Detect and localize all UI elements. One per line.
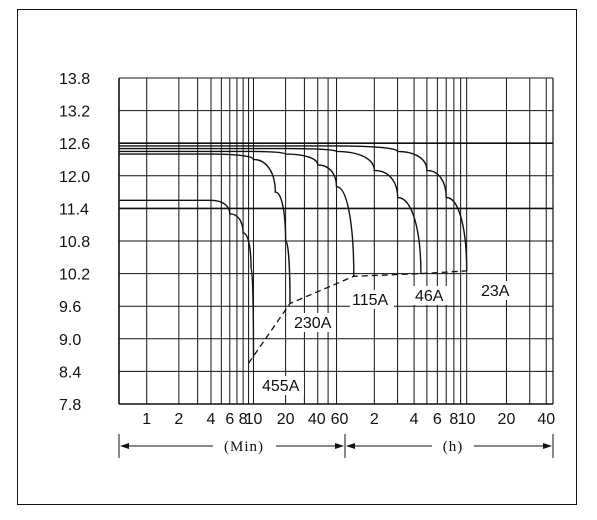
curve-label-bg: [350, 290, 394, 309]
x-tick-label-h: 2: [370, 411, 379, 428]
curve-label-115A: 115A: [352, 292, 389, 309]
curve-label-46A: 46A: [415, 288, 444, 305]
arrow-head: [543, 443, 552, 449]
chart-grid: [118, 77, 554, 405]
curve-46A: [119, 147, 422, 274]
curve-label-bg: [292, 313, 336, 332]
discharge-curves: [118, 145, 468, 364]
y-tick-label: 12.0: [59, 169, 90, 186]
y-tick-label: 10.2: [59, 267, 90, 284]
x-tick-label-h: 8: [449, 411, 458, 428]
x-tick-label-h: 10: [458, 411, 476, 428]
x-tick-label-min: 2: [174, 411, 183, 428]
curve-230A: [119, 153, 291, 304]
x-tick-label-min: 6: [225, 411, 234, 428]
curve-label-bg: [479, 281, 513, 300]
x-tick-label-h: 4: [410, 411, 419, 428]
x-tick-labels: 1 2 4 6 810 20 40 60 2 4 6 8 10 20 40: [142, 411, 555, 428]
chart-frame: [17, 9, 577, 505]
unit-label-h: (h): [443, 439, 464, 455]
x-tick-label-min: 1: [142, 411, 151, 428]
x-tick-label-h: 20: [498, 411, 516, 428]
arrow-head: [346, 443, 355, 449]
curve-23A: [118, 145, 468, 271]
curve-455A: [119, 199, 255, 358]
x-tick-label-min: 10: [245, 411, 263, 428]
curve-label-bg: [260, 376, 304, 395]
unit-label-min: (Min): [224, 439, 264, 455]
y-tick-label: 12.6: [59, 136, 90, 153]
y-tick-label: 10.8: [59, 234, 90, 251]
y-tick-labels: 13.8 13.2 12.6 12.0 11.4 10.8 10.2 9.6 9.0 8.4 7.8: [59, 71, 90, 414]
curve-label-23A: 23A: [481, 283, 510, 300]
y-tick-label: 11.4: [59, 201, 89, 218]
y-tick-label: 7.8: [59, 397, 81, 414]
y-tick-label: 9.6: [59, 299, 81, 316]
curve-115A: [119, 150, 355, 277]
x-tick-label-min: 4: [207, 411, 216, 428]
y-tick-label: 8.4: [59, 364, 81, 381]
x-tick-label-min: 20: [277, 411, 295, 428]
x-tick-label-h: 40: [537, 411, 555, 428]
arrow-head: [120, 443, 129, 449]
curve-labels: 455A 230A 115A 46A 23A: [260, 281, 513, 395]
x-tick-label-min: 40: [308, 411, 326, 428]
x-unit-arrows: (Min) (h): [118, 434, 554, 458]
x-tick-label-h: 6: [433, 411, 442, 428]
curve-label-230A: 230A: [294, 315, 332, 332]
arrow-head: [335, 443, 344, 449]
y-tick-label: 13.8: [59, 71, 90, 88]
end-voltage-dashed-line: [248, 270, 467, 364]
curve-label-bg: [413, 286, 447, 305]
x-tick-label-min: 60: [331, 411, 349, 428]
y-tick-label: 13.2: [59, 104, 90, 121]
y-tick-label: 9.0: [59, 332, 81, 349]
x-tick-label-min: 8: [239, 411, 248, 428]
curve-label-455A: 455A: [262, 378, 300, 395]
